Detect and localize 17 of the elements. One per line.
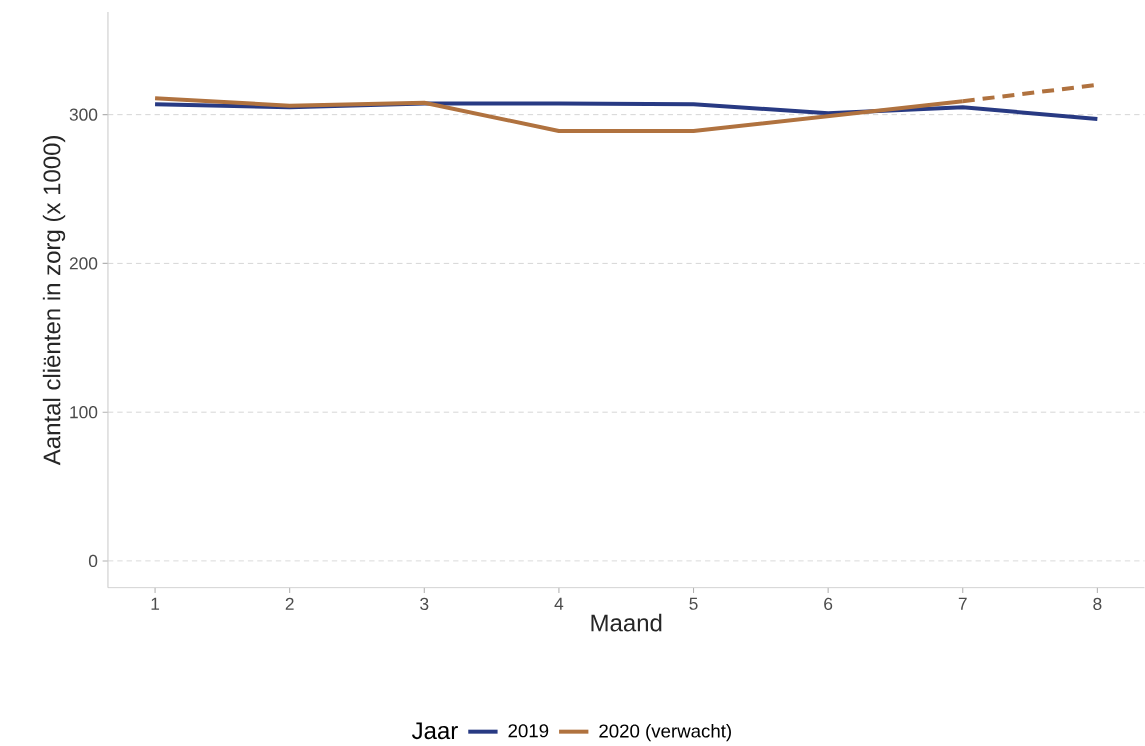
- y-tick-label: 100: [70, 405, 98, 419]
- y-axis-title: Aantal cliënten in zorg (x 1000): [42, 135, 66, 466]
- y-tick-label: 200: [69, 257, 98, 270]
- x-tick-label: 7: [958, 597, 967, 610]
- y-tick-label: 300: [69, 108, 98, 121]
- x-tick-label: 6: [824, 597, 833, 610]
- x-tick-label: 8: [1093, 597, 1102, 610]
- x-tick-label: 2: [285, 597, 294, 610]
- y-tick-label: 0: [88, 554, 98, 567]
- x-tick-label: 4: [554, 597, 564, 610]
- x-tick-label: 3: [420, 597, 429, 610]
- legend-title: Jaar: [411, 722, 458, 740]
- legend-label: 2019: [508, 724, 549, 738]
- legend-label: 2020 (verwacht): [599, 723, 731, 742]
- x-axis-title: Maand: [591, 613, 662, 632]
- x-tick-label: 5: [689, 597, 698, 610]
- x-tick-label: 1: [151, 597, 160, 610]
